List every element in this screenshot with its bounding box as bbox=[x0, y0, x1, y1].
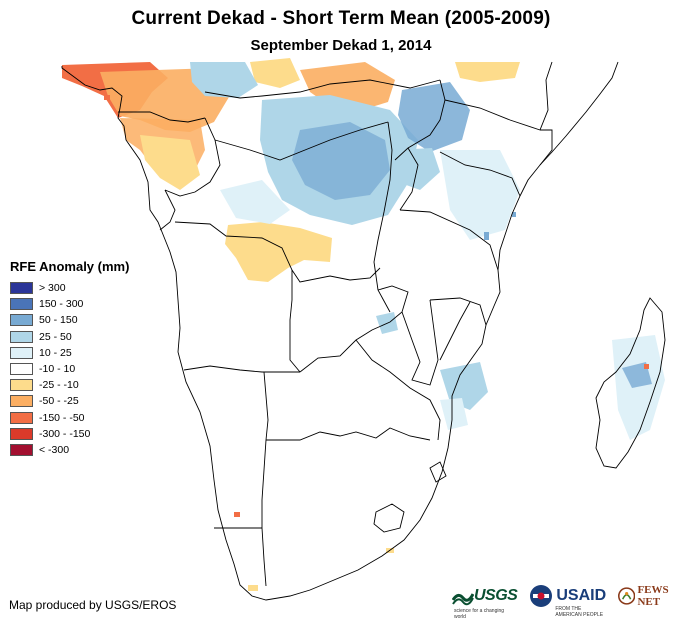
legend-item: 10 - 25 bbox=[10, 345, 129, 361]
fews-net-emblem-icon bbox=[618, 587, 636, 605]
anomaly-patch-madagascar bbox=[612, 335, 665, 440]
legend-label: -300 - -150 bbox=[39, 427, 91, 440]
legend-label: -150 - -50 bbox=[39, 411, 85, 424]
legend-label: 50 - 150 bbox=[39, 314, 78, 327]
border-angola-zambia bbox=[289, 270, 301, 373]
legend-label: -50 - -25 bbox=[39, 395, 79, 408]
border-tanzania bbox=[399, 209, 499, 271]
anomaly-spot bbox=[234, 512, 240, 517]
usaid-tagline: FROM THE AMERICAN PEOPLE bbox=[555, 606, 604, 618]
fews-net-logo[interactable]: FEWS NET bbox=[618, 584, 682, 608]
usgs-wordmark: USGS bbox=[474, 587, 518, 604]
anomaly-patch-angola bbox=[225, 222, 332, 282]
legend-title: RFE Anomaly (mm) bbox=[10, 259, 130, 274]
border-lesotho bbox=[373, 503, 405, 533]
anomaly-patch-south-sudan bbox=[398, 82, 470, 152]
legend-label: 25 - 50 bbox=[39, 330, 72, 343]
legend-item: -50 - -25 bbox=[10, 393, 129, 409]
legend-item: > 300 bbox=[10, 280, 129, 296]
anomaly-spot bbox=[644, 364, 649, 369]
anomaly-spot bbox=[484, 232, 489, 240]
legend-item: -300 - -150 bbox=[10, 426, 129, 442]
legend-item: 150 - 300 bbox=[10, 296, 129, 312]
agency-logos: USGS science for a changing world USAID … bbox=[452, 584, 682, 620]
legend-item: < -300 bbox=[10, 442, 129, 458]
legend-swatch bbox=[10, 314, 33, 327]
anomaly-patches bbox=[62, 58, 665, 591]
map-subtitle: September Dekad 1, 2014 bbox=[250, 37, 432, 54]
country-borders bbox=[61, 61, 666, 601]
anomaly-patch-moz-south bbox=[440, 398, 468, 430]
legend-items: > 300 150 - 300 50 - 150 25 - 50 10 - 25 -10 … bbox=[10, 280, 129, 458]
border-congo bbox=[159, 189, 176, 231]
legend-label: -10 - 10 bbox=[39, 362, 76, 375]
anomaly-patch-east-light bbox=[440, 150, 520, 240]
usgs-logo[interactable]: USGS science for a changing world bbox=[452, 586, 518, 620]
anomaly-patch-car-north bbox=[250, 58, 300, 88]
border-botswana-sa bbox=[266, 427, 431, 441]
anomaly-patch-light-band bbox=[220, 180, 290, 224]
legend-swatch bbox=[10, 379, 33, 392]
usgs-tagline: science for a changing world bbox=[454, 608, 505, 620]
legend-item: -150 - -50 bbox=[10, 410, 129, 426]
anomaly-spot bbox=[512, 212, 516, 217]
legend-swatch bbox=[10, 362, 33, 375]
border-zambia bbox=[299, 285, 409, 373]
anomaly-patch-east-dry bbox=[455, 62, 520, 82]
border-zimbabwe bbox=[355, 339, 441, 441]
legend-label: -25 - -10 bbox=[39, 379, 79, 392]
border-car-drc bbox=[214, 121, 389, 161]
map-title: Current Dekad - Short Term Mean (2005-20… bbox=[131, 8, 551, 29]
usaid-seal-icon bbox=[530, 585, 553, 607]
usgs-wave-icon bbox=[452, 593, 474, 606]
border-mozambique-north bbox=[439, 301, 471, 361]
coastline-west bbox=[61, 61, 619, 601]
border-namibia-botswana bbox=[261, 371, 269, 528]
border-mozambique bbox=[429, 297, 487, 326]
border-somalia bbox=[539, 129, 553, 166]
border-sa-interior bbox=[261, 527, 267, 587]
legend-item: -25 - -10 bbox=[10, 377, 129, 393]
usaid-logo[interactable]: USAID FROM THE AMERICAN PEOPLE bbox=[529, 584, 607, 618]
legend-swatch bbox=[10, 443, 33, 456]
legend-swatch bbox=[10, 411, 33, 424]
border-malawi bbox=[401, 299, 439, 386]
legend-swatch bbox=[10, 346, 33, 359]
border-nigeria-cameroon bbox=[118, 111, 206, 123]
anomaly-patch-north-wet bbox=[190, 62, 258, 98]
anomaly-patch-congo-core bbox=[292, 122, 390, 200]
madagascar-outline bbox=[595, 297, 666, 469]
legend-swatch bbox=[10, 282, 33, 294]
legend: RFE Anomaly (mm) > 300 150 - 300 50 - 150 2… bbox=[10, 259, 129, 458]
border-swaziland bbox=[429, 461, 447, 483]
legend-item: -10 - 10 bbox=[10, 361, 129, 377]
border-sudan-ss bbox=[394, 79, 446, 161]
border-uganda-kenya bbox=[399, 147, 419, 211]
legend-label: 10 - 25 bbox=[39, 346, 72, 359]
legend-label: < -300 bbox=[39, 443, 70, 456]
border-drc-east bbox=[373, 121, 393, 313]
fews-net-wordmark: FEWS NET bbox=[637, 584, 669, 608]
legend-swatch bbox=[10, 298, 33, 311]
legend-swatch bbox=[10, 395, 33, 408]
map-credit: Map produced by USGS/EROS bbox=[9, 598, 177, 612]
border-chad bbox=[204, 79, 441, 99]
legend-swatch bbox=[10, 330, 33, 343]
anomaly-spot bbox=[104, 95, 110, 100]
legend-swatch bbox=[10, 427, 33, 440]
anomaly-patch-gabon bbox=[140, 135, 200, 190]
border-angola-namibia bbox=[183, 365, 300, 373]
anomaly-spot bbox=[248, 585, 258, 591]
usaid-wordmark: USAID bbox=[556, 587, 607, 604]
legend-label: 150 - 300 bbox=[39, 298, 84, 311]
legend-label: > 300 bbox=[39, 282, 66, 294]
border-kenya bbox=[439, 151, 521, 197]
legend-item: 25 - 50 bbox=[10, 329, 129, 345]
legend-item: 50 - 150 bbox=[10, 312, 129, 328]
